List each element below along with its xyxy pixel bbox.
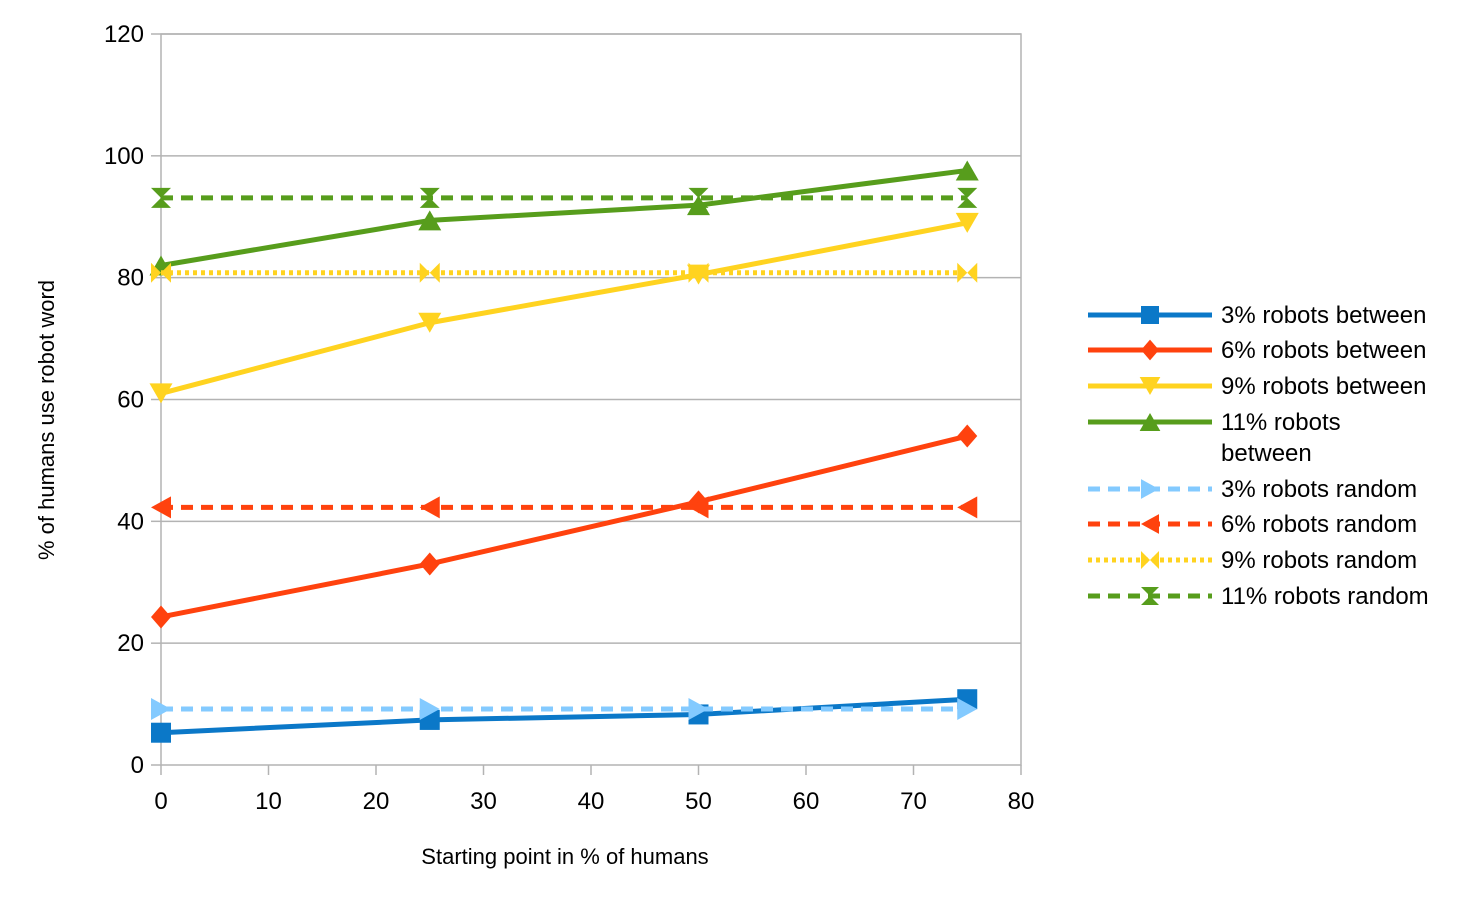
point-9pct-robots-between-3 [955, 212, 979, 233]
legend-marker-6pct-robots-random [1141, 514, 1159, 534]
point-6pct-robots-between-1 [419, 552, 440, 576]
legend-label-9pct-robots-between: 9% robots between [1221, 373, 1426, 400]
legend-item-9pct-robots-random: 9% robots random [1088, 547, 1417, 574]
series-3pct-robots-random [151, 697, 978, 720]
point-11pct-robots-random-2 [688, 187, 709, 208]
legend-item-3pct-robots-random: 3% robots random [1088, 476, 1417, 503]
point-3pct-robots-random-0 [151, 697, 171, 720]
legend-marker-9pct-robots-between [1139, 377, 1161, 395]
grid-lines [161, 33, 1021, 644]
legend-label-9pct-robots-random: 9% robots random [1221, 547, 1417, 574]
legend-label-3pct-robots-between: 3% robots between [1221, 302, 1426, 329]
x-tick-label-20: 20 [363, 788, 390, 815]
x-tick-label-60: 60 [793, 788, 820, 815]
legend: 3% robots between 6% robots between 9% rob… [1088, 302, 1429, 610]
y-axis-label: % of humans use robot word [34, 280, 59, 560]
series-6pct-robots-random [151, 496, 978, 519]
point-11pct-robots-random-0 [151, 187, 171, 208]
legend-marker-6pct-robots-between [1141, 339, 1159, 361]
point-6pct-robots-random-2 [688, 496, 709, 519]
series-11pct-robots-between [149, 160, 979, 276]
legend-marker-3pct-robots-between [1141, 306, 1159, 324]
y-tick-label-120: 120 [104, 21, 144, 48]
x-tick-label-50: 50 [685, 788, 712, 815]
point-3pct-robots-random-3 [957, 697, 978, 720]
point-3pct-robots-between-0 [151, 722, 171, 743]
y-tick-label-40: 40 [117, 508, 144, 535]
legend-marker-3pct-robots-random [1141, 479, 1159, 499]
legend-item-11pct-robots-random: 11% robots random [1088, 583, 1429, 610]
point-6pct-robots-random-0 [151, 496, 171, 519]
point-9pct-robots-random-3 [957, 262, 978, 283]
axes [151, 33, 1022, 775]
legend-item-6pct-robots-random: 6% robots random [1088, 511, 1417, 538]
legend-item-6pct-robots-between: 6% robots between [1088, 337, 1426, 364]
point-11pct-robots-between-1 [418, 210, 442, 231]
point-9pct-robots-random-0 [151, 262, 171, 283]
point-9pct-robots-between-1 [418, 312, 442, 333]
legend-item-11pct-robots-between: 11% robots between [1088, 409, 1341, 467]
y-tick-labels: 0 20 40 60 80 100 120 [104, 21, 144, 779]
legend-marker-9pct-robots-random [1141, 551, 1159, 569]
series-line-11pct-robots-between [160, 167, 968, 268]
legend-marker-11pct-robots-random [1141, 587, 1159, 605]
series-line-9pct-robots-between [160, 220, 968, 396]
series-group [149, 160, 979, 743]
point-11pct-robots-between-3 [955, 160, 979, 181]
x-tick-label-30: 30 [470, 788, 497, 815]
y-tick-label-20: 20 [117, 630, 144, 657]
x-tick-labels: 0 10 20 30 40 50 60 70 80 [154, 788, 1034, 815]
series-line-3pct-robots-between [160, 696, 968, 736]
y-tick-label-0: 0 [131, 752, 144, 779]
legend-label-3pct-robots-random: 3% robots random [1221, 476, 1417, 503]
legend-item-3pct-robots-between: 3% robots between [1088, 302, 1426, 329]
series-3pct-robots-between [151, 689, 978, 743]
legend-item-9pct-robots-between: 9% robots between [1088, 373, 1426, 400]
series-9pct-robots-random [151, 262, 978, 283]
point-6pct-robots-between-3 [957, 424, 978, 448]
x-tick-label-40: 40 [578, 788, 605, 815]
point-3pct-robots-random-2 [688, 697, 709, 720]
series-6pct-robots-between [151, 424, 978, 629]
point-6pct-robots-between-0 [151, 605, 171, 629]
legend-label-6pct-robots-between: 6% robots between [1221, 337, 1426, 364]
x-tick-label-0: 0 [154, 788, 167, 815]
point-3pct-robots-random-1 [419, 697, 440, 720]
y-tick-label-100: 100 [104, 143, 144, 170]
point-9pct-robots-between-0 [149, 383, 173, 404]
x-tick-label-10: 10 [255, 788, 282, 815]
legend-label-6pct-robots-random: 6% robots random [1221, 511, 1417, 538]
series-9pct-robots-between [149, 212, 979, 404]
point-9pct-robots-random-2 [688, 262, 709, 283]
x-tick-label-80: 80 [1008, 788, 1035, 815]
series-line-6pct-robots-between [160, 433, 968, 620]
point-6pct-robots-random-1 [419, 496, 440, 519]
x-tick-label-70: 70 [900, 788, 927, 815]
point-9pct-robots-random-1 [419, 262, 440, 283]
point-11pct-robots-random-3 [957, 187, 978, 208]
y-tick-label-60: 60 [117, 387, 144, 414]
series-11pct-robots-random [151, 187, 978, 208]
point-11pct-robots-random-1 [419, 187, 440, 208]
point-6pct-robots-random-3 [957, 496, 978, 519]
y-tick-label-80: 80 [117, 265, 144, 292]
legend-label-11pct-robots-between: 11% robots between [1221, 409, 1341, 467]
legend-marker-11pct-robots-between [1139, 413, 1161, 431]
x-axis-label: Starting point in % of humans [421, 844, 708, 869]
legend-label-11pct-robots-random: 11% robots random [1221, 583, 1429, 610]
